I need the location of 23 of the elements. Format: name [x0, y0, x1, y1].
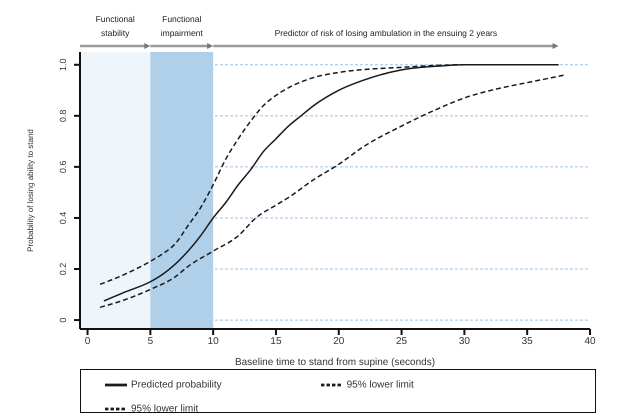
y-tick-label: 0	[58, 318, 68, 323]
y-tick-label: 0.6	[58, 160, 68, 174]
x-tick-label: 0	[84, 336, 91, 348]
band-label: Functional impairment	[160, 14, 204, 38]
x-tick-label: 40	[584, 336, 596, 348]
x-tick-label: 35	[522, 336, 534, 348]
x-tick-label: 20	[333, 336, 345, 348]
x-tick-label: 25	[396, 336, 408, 348]
band-label: Functional stability	[96, 14, 135, 38]
y-tick-label: 0.4	[58, 212, 68, 224]
y-tick-label: 1.0	[58, 58, 68, 72]
y-tick-label: 0.8	[58, 110, 68, 122]
x-axis-title: Baseline time to stand from supine (seconds)	[234, 357, 436, 368]
legend-label: 95% lower limit	[131, 404, 198, 415]
x-tick-label: 15	[270, 336, 282, 348]
x-tick-label: 30	[458, 336, 470, 348]
x-tick-label: 5	[148, 336, 154, 348]
y-axis-title: Probability of losing ability to stand	[26, 129, 35, 252]
text: Predictor of risk of losing ambulation in the ensuing 2 years	[274, 28, 498, 38]
x-tick-label: 10	[208, 336, 220, 348]
y-tick-label: 0.2	[58, 262, 68, 276]
legend-label: Predicted probability	[131, 380, 222, 391]
legend-label: 95% lower limit	[346, 380, 414, 391]
